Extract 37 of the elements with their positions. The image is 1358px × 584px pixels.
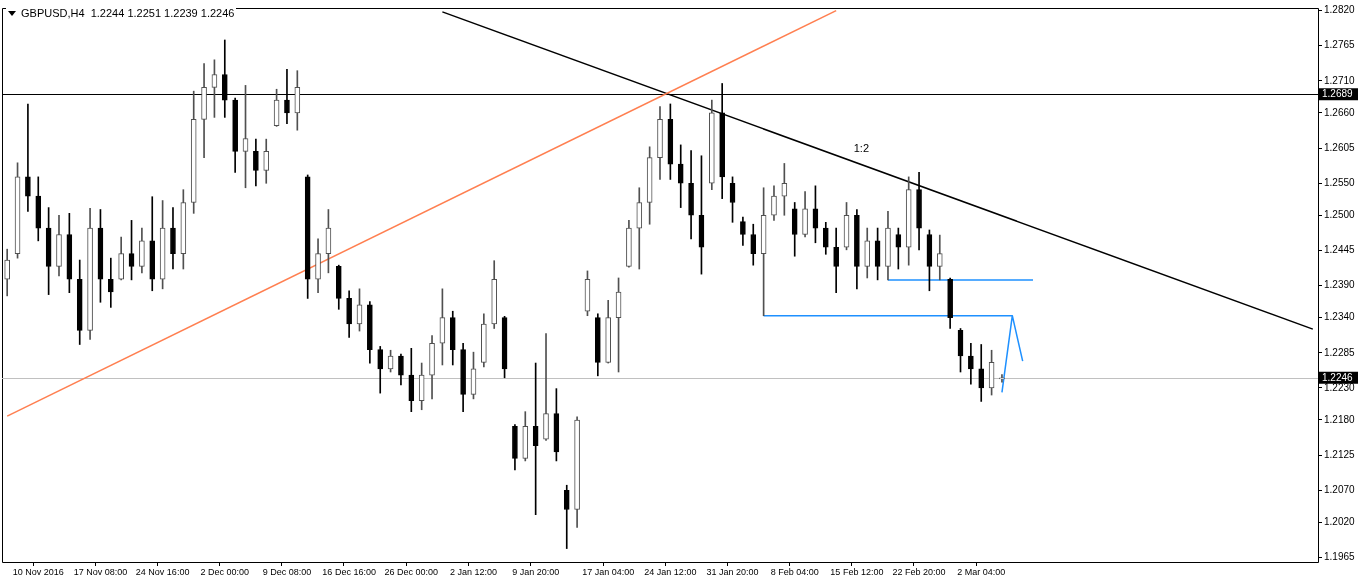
y-tick-label: 1.2125 xyxy=(1324,448,1356,460)
ref-line-label: 1.2689 xyxy=(1322,88,1354,100)
x-tick-label: 9 Dec 08:00 xyxy=(262,566,312,577)
x-tick-label: 15 Feb 12:00 xyxy=(830,566,884,577)
x-tick-label: 26 Dec 00:00 xyxy=(384,566,439,577)
x-tick-label: 8 Feb 04:00 xyxy=(770,566,819,577)
y-tick-label: 1.2230 xyxy=(1324,381,1356,393)
y-tick-label: 1.2070 xyxy=(1324,484,1356,496)
x-tick-label: 10 Nov 2016 xyxy=(12,566,64,577)
x-tick-label: 17 Nov 08:00 xyxy=(73,566,128,577)
y-tick-label: 1.2605 xyxy=(1324,141,1356,153)
chart-title: GBPUSD,H4 1.2244 1.2251 1.2239 1.2246 xyxy=(21,7,235,19)
y-tick-label: 1.2020 xyxy=(1324,516,1356,528)
y-tick-label: 1.2710 xyxy=(1324,74,1356,86)
x-tick-label: 2 Dec 00:00 xyxy=(200,566,250,577)
x-tick-label: 16 Dec 16:00 xyxy=(322,566,376,577)
y-tick-label: 1.2340 xyxy=(1324,311,1356,323)
annotation: 1:2 xyxy=(853,142,869,155)
y-tick-label: 1.2285 xyxy=(1324,346,1356,358)
y-tick-label: 1.2500 xyxy=(1324,209,1356,221)
x-tick-label: 22 Feb 20:00 xyxy=(892,566,946,577)
x-tick-label: 17 Jan 04:00 xyxy=(582,566,635,577)
y-tick-label: 1.2820 xyxy=(1324,4,1356,16)
x-tick-label: 31 Jan 20:00 xyxy=(706,566,759,577)
y-tick-label: 1.2765 xyxy=(1324,39,1356,51)
y-tick-label: 1.2180 xyxy=(1324,413,1356,425)
x-tick-label: 24 Jan 12:00 xyxy=(644,566,697,577)
x-tick-label: 24 Nov 16:00 xyxy=(135,566,190,577)
ref-line-label: 1.2246 xyxy=(1322,371,1354,383)
y-tick-label: 1.2390 xyxy=(1324,279,1356,291)
y-tick-label: 1.2550 xyxy=(1324,177,1356,189)
y-tick-label: 1.2660 xyxy=(1324,106,1356,118)
y-tick-label: 1.1965 xyxy=(1324,551,1356,563)
x-tick-label: 9 Jan 20:00 xyxy=(512,566,560,577)
x-tick-label: 2 Jan 12:00 xyxy=(449,566,497,577)
x-tick-label: 2 Mar 04:00 xyxy=(957,566,1006,577)
y-tick-label: 1.2445 xyxy=(1324,244,1356,256)
